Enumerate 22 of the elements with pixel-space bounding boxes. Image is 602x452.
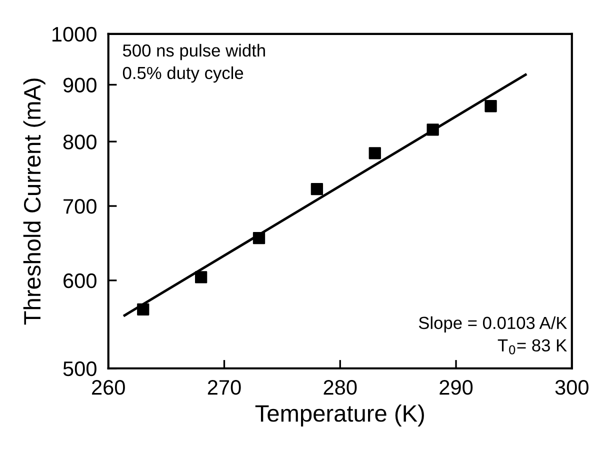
annotation: Slope = 0.0103 A/K T$_{0}$= 83 K — [418, 316, 568, 354]
point — [194, 271, 208, 284]
point — [252, 232, 266, 244]
x-axis-title: Temperature (K) — [255, 404, 424, 426]
point — [426, 124, 439, 136]
point — [484, 100, 497, 112]
x-tick-label: 270 — [208, 380, 241, 395]
y-tick-label: 1000 — [52, 26, 96, 42]
x-tick-label: 260 — [92, 380, 125, 395]
x-tick-label: 280 — [324, 380, 357, 395]
y-tick-label: 600 — [64, 273, 96, 288]
y-tick-label: 500 — [63, 361, 96, 376]
annotation: 500 ns pulse width 0.5% duty cycle — [122, 44, 265, 83]
y-tick-label: 800 — [63, 134, 96, 150]
y-tick-label: 900 — [63, 78, 96, 92]
point — [368, 147, 381, 160]
point — [310, 183, 324, 196]
y-axis-title: Threshold Current (mA) — [23, 78, 46, 325]
x-tick-label: 300 — [555, 380, 588, 395]
x-tick-label: 290 — [440, 380, 473, 395]
y-tick-label: 700 — [64, 199, 96, 214]
point — [137, 303, 150, 316]
